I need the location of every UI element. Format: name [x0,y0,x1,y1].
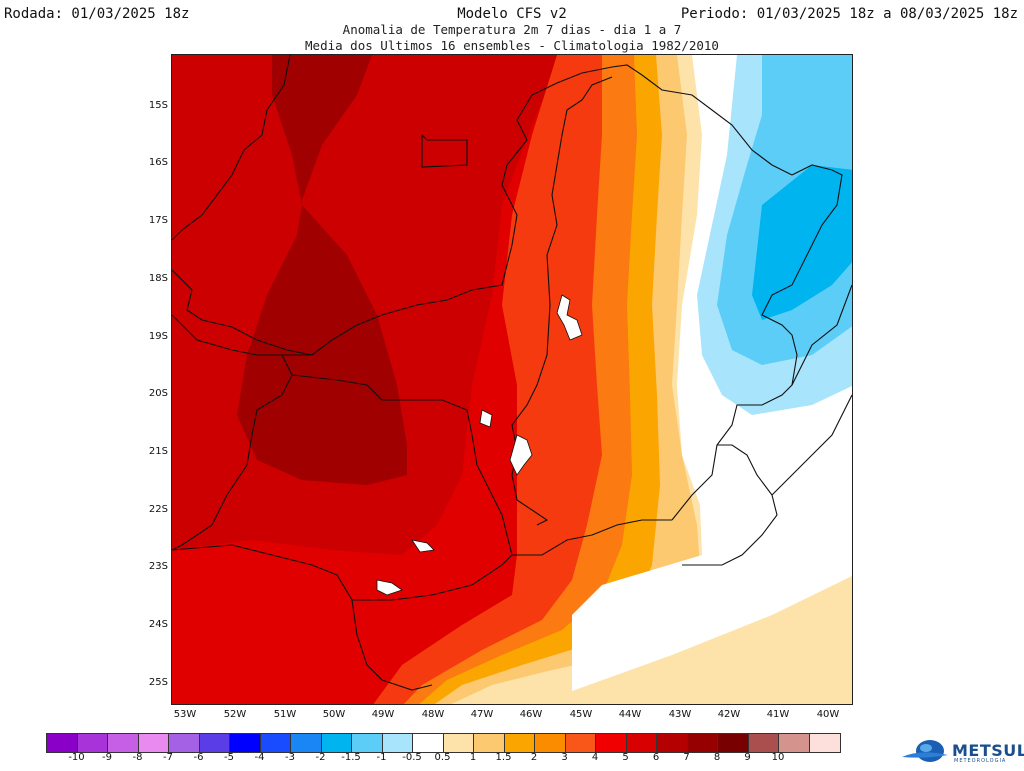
subtitle-ensembles: Media dos Ultimos 16 ensembles - Climato… [305,38,719,53]
lon-label: 50W [322,709,346,720]
colorbar-label: 5 [622,752,629,763]
period-label: Periodo: 01/03/2025 18z a 08/03/2025 18z [680,6,1018,22]
colorbar-swatch [260,734,291,752]
state-borders [172,55,852,691]
colorbar-swatch [47,734,78,752]
colorbar-swatch [108,734,139,752]
colorbar-label: 10 [771,752,785,763]
anomaly-zone-peach-corner [771,685,852,704]
subtitle-anomaly: Anomalia de Temperatura 2m 7 dias - dia … [342,22,682,37]
colorbar-label: -8 [132,752,143,763]
lon-label: 49W [371,709,395,720]
colorbar [46,733,841,753]
title-block: Modelo CFS v2 Anomalia de Temperatura 2m… [0,6,1024,54]
colorbar-swatch [687,734,718,752]
lon-label: 47W [470,709,494,720]
colorbar-label: 3 [561,752,568,763]
colorbar-swatch [138,734,169,752]
lat-label: 18S [148,273,168,284]
colorbar-swatch [77,734,108,752]
lon-label: 40W [816,709,840,720]
colorbar-swatch [413,734,444,752]
lat-label: 20S [148,388,168,399]
lon-label: 41W [766,709,790,720]
lat-label: 17S [148,215,168,226]
colorbar-swatch [352,734,383,752]
lon-label: 43W [668,709,692,720]
lat-label: 23S [148,561,168,572]
colorbar-swatch [718,734,749,752]
lon-label: 51W [273,709,297,720]
reservoirs [376,294,583,596]
colorbar-swatch [382,734,413,752]
colorbar-swatch [474,734,505,752]
colorbar-swatch [199,734,230,752]
lon-label: 53W [173,709,197,720]
colorbar-label: -2 [315,752,326,763]
lat-label: 22S [148,504,168,515]
colorbar-swatch [779,734,810,752]
colorbar-swatch [443,734,474,752]
logo-tagline: METEOROLOGIA [954,758,1007,764]
colorbar-label: -1 [376,752,387,763]
colorbar-label: -0.5 [402,752,422,763]
anomaly-zone-darkest-red [237,55,407,485]
colorbar-swatch [626,734,657,752]
colorbar-swatch [809,734,840,752]
colorbar-swatch [596,734,627,752]
colorbar-swatch [748,734,779,752]
lon-label: 52W [223,709,247,720]
colorbar-label: 9 [744,752,751,763]
colorbar-label: 2 [530,752,538,763]
lat-label: 19S [148,331,168,342]
colorbar-swatch [169,734,200,752]
colorbar-label: -5 [224,752,234,763]
lat-label: 15S [148,100,168,111]
lon-label: 48W [421,709,445,720]
logo-name: METSUL [952,741,1024,760]
colorbar-label: 8 [713,752,721,763]
colorbar-label: -3 [285,752,295,763]
colorbar-label: -7 [163,752,173,763]
colorbar-label: -6 [193,752,204,763]
lat-label: 21S [148,446,168,457]
colorbar-label: -10 [68,752,85,763]
lon-label: 44W [618,709,642,720]
colorbar-swatch [291,734,322,752]
lat-label: 24S [148,619,168,630]
model-title: Modelo CFS v2 [457,6,567,22]
colorbar-swatch [230,734,261,752]
colorbar-label: -4 [254,752,265,763]
colorbar-label: 6 [652,752,660,763]
colorbar-swatch [657,734,688,752]
colorbar-label: -9 [102,752,112,763]
colorbar-label: 0.5 [434,752,451,763]
colorbar-label: 1.5 [495,752,512,763]
run-date-label: Rodada: 01/03/2025 18z [4,6,190,22]
colorbar-swatch [321,734,352,752]
lat-label: 16S [148,157,168,168]
colorbar-label: 7 [683,752,690,763]
map-frame [171,54,853,705]
temperature-anomaly-map [172,55,852,704]
lat-label: 25S [148,677,168,688]
lon-label: 46W [519,709,543,720]
anomaly-zone-deep-blue [752,165,852,320]
colorbar-swatch [535,734,566,752]
colorbar-label: 4 [591,752,599,763]
lon-label: 45W [569,709,593,720]
globe-logo-icon [902,740,948,762]
colorbar-label: 1 [469,752,477,763]
colorbar-swatch [504,734,535,752]
metsul-logo: METSUL METEOROLOGIA [900,737,1024,767]
colorbar-swatch [565,734,596,752]
colorbar-label: -1.5 [341,752,361,763]
lon-label: 42W [717,709,741,720]
